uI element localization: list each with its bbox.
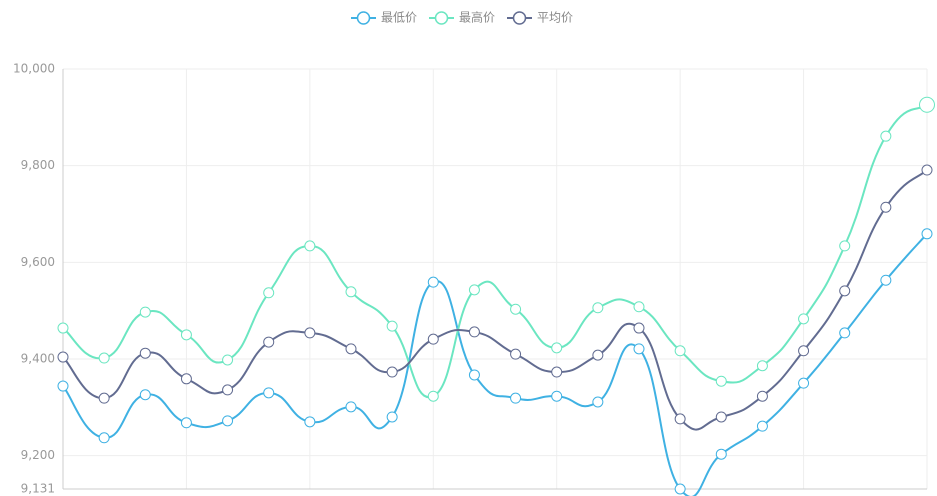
legend: 最低价 最高价 平均价: [351, 10, 573, 25]
data-point[interactable]: [139, 389, 151, 401]
data-point[interactable]: [756, 360, 768, 372]
data-point[interactable]: [98, 432, 110, 444]
data-point[interactable]: [551, 366, 563, 378]
data-point[interactable]: [715, 375, 727, 387]
data-point[interactable]: [633, 301, 645, 313]
data-point[interactable]: [468, 326, 480, 338]
y-tick-label: 9,200: [21, 448, 55, 462]
data-point[interactable]: [468, 369, 480, 381]
data-point[interactable]: [880, 130, 892, 142]
y-tick-label: 9,131: [21, 482, 55, 496]
data-point[interactable]: [57, 322, 69, 334]
series-line: [62, 169, 928, 431]
data-point[interactable]: [592, 349, 604, 361]
data-point[interactable]: [880, 201, 892, 213]
data-point[interactable]: [592, 302, 604, 314]
data-point[interactable]: [427, 390, 439, 402]
y-tick-label: 10,000: [13, 62, 55, 76]
legend-label: 平均价: [537, 11, 573, 25]
data-point[interactable]: [304, 416, 316, 428]
data-point[interactable]: [551, 342, 563, 354]
data-point[interactable]: [139, 306, 151, 318]
legend-symbol: [512, 11, 527, 25]
legend-symbol: [434, 11, 449, 25]
data-point[interactable]: [180, 373, 192, 385]
data-point[interactable]: [345, 343, 357, 355]
data-point[interactable]: [510, 392, 522, 404]
data-point[interactable]: [57, 380, 69, 392]
data-point[interactable]: [674, 413, 686, 425]
data-point[interactable]: [386, 366, 398, 378]
legend-label: 最高价: [459, 10, 495, 25]
data-point[interactable]: [427, 276, 439, 288]
data-point[interactable]: [180, 329, 192, 341]
data-point[interactable]: [756, 420, 768, 432]
data-point[interactable]: [715, 411, 727, 423]
data-point[interactable]: [510, 303, 522, 315]
data-point[interactable]: [921, 228, 933, 240]
legend-item[interactable]: 最高价: [429, 10, 495, 25]
data-point[interactable]: [921, 164, 933, 176]
data-point[interactable]: [386, 411, 398, 423]
data-point[interactable]: [756, 390, 768, 402]
data-point[interactable]: [798, 377, 810, 389]
data-point[interactable]: [798, 313, 810, 325]
data-point[interactable]: [98, 392, 110, 404]
y-tick-label: 9,800: [21, 158, 55, 172]
data-point[interactable]: [633, 343, 645, 355]
data-point[interactable]: [633, 322, 645, 334]
data-point[interactable]: [674, 345, 686, 357]
data-point[interactable]: [798, 345, 810, 357]
data-point[interactable]: [839, 285, 851, 297]
data-point[interactable]: [222, 354, 234, 366]
data-point[interactable]: [919, 96, 935, 113]
data-point[interactable]: [222, 384, 234, 396]
data-point[interactable]: [139, 347, 151, 359]
data-point[interactable]: [180, 417, 192, 429]
data-point[interactable]: [839, 240, 851, 252]
data-point[interactable]: [57, 351, 69, 363]
legend-item[interactable]: 平均价: [507, 11, 573, 25]
data-point[interactable]: [839, 327, 851, 339]
data-point[interactable]: [880, 274, 892, 286]
data-point[interactable]: [674, 483, 686, 495]
data-point[interactable]: [304, 327, 316, 339]
series-line: [62, 103, 928, 399]
data-point[interactable]: [468, 284, 480, 296]
legend-symbol: [356, 11, 371, 25]
data-point[interactable]: [263, 387, 275, 399]
legend-label: 最低价: [381, 11, 417, 25]
legend-item[interactable]: 最低价: [351, 11, 417, 25]
data-point[interactable]: [715, 448, 727, 460]
y-tick-label: 9,400: [21, 351, 55, 365]
data-point[interactable]: [345, 401, 357, 413]
data-point[interactable]: [592, 396, 604, 408]
data-point[interactable]: [263, 287, 275, 299]
series-line: [62, 233, 928, 496]
data-point[interactable]: [345, 286, 357, 298]
y-tick-label: 9,600: [21, 255, 55, 269]
data-point[interactable]: [263, 336, 275, 348]
data-point[interactable]: [304, 240, 316, 252]
data-point[interactable]: [551, 390, 563, 402]
data-point[interactable]: [222, 415, 234, 427]
data-point[interactable]: [427, 333, 439, 345]
data-point[interactable]: [510, 348, 522, 360]
data-point[interactable]: [386, 320, 398, 332]
data-point[interactable]: [98, 352, 110, 364]
